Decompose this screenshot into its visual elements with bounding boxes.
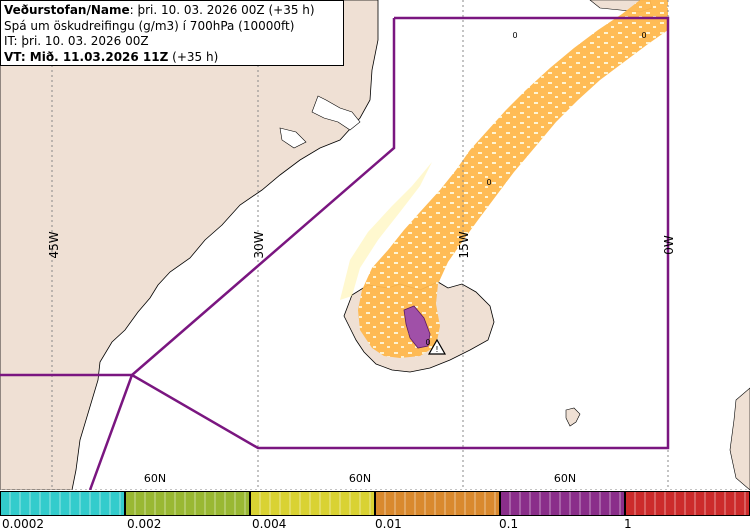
small-island	[565, 407, 581, 427]
legend-tick-label: 0.004	[252, 517, 287, 531]
fir-boundary	[0, 16, 670, 450]
ash-forecast-map: ! 45W 30W 15W 0W 60N 60N 60N 0 0 0 0	[0, 0, 750, 490]
forecast-description: Spá um öskudreifingu (g/m3) í 700hPa (10…	[4, 18, 295, 33]
legend-swatch	[125, 491, 250, 516]
lon-label-30w: 30W	[252, 231, 266, 258]
contour-label: 0	[512, 31, 517, 40]
info-line-valid: VT: Mið. 11.03.2026 11Z (+35 h)	[4, 50, 340, 66]
legend-swatch	[500, 491, 625, 516]
valid-time: VT: Mið. 11.03.2026 11Z	[4, 49, 169, 64]
legend-tick-label: 0.1	[499, 517, 519, 531]
lat-label-60n: 60N	[144, 472, 166, 485]
legend-swatch	[625, 491, 750, 516]
agency-name: Veðurstofan/Name	[4, 3, 130, 17]
lon-label-0w: 0W	[662, 235, 676, 255]
legend-tick-label: 0.002	[127, 517, 162, 531]
issue-time: : þri. 10. 03. 2026 00Z (+35 h)	[129, 3, 315, 17]
lon-label-45w: 45W	[47, 231, 61, 258]
legend-tick-label: 0.0002	[2, 517, 44, 531]
greenland-fjord	[279, 127, 307, 149]
initial-time: IT: þri. 10. 03. 2026 00Z	[4, 34, 149, 48]
greenland-landmass	[0, 0, 379, 490]
ash-plume	[358, 0, 668, 358]
legend-tick-label: 0.01	[375, 517, 402, 531]
info-line-name: Veðurstofan/Name: þri. 10. 03. 2026 00Z …	[4, 3, 340, 19]
legend-tick-label: 1	[624, 517, 632, 531]
ash-high-concentration	[403, 305, 431, 349]
contour-label: 0	[641, 31, 646, 40]
triangle-warning-icon: !	[427, 338, 447, 355]
valid-offset: (+35 h)	[168, 49, 219, 64]
greenland-fjord	[311, 95, 361, 131]
contour-label: 0	[486, 178, 491, 187]
contour-label: 0	[425, 338, 430, 347]
legend-swatch	[250, 491, 375, 516]
legend-swatch	[0, 491, 125, 516]
legend-color-bar	[0, 491, 750, 516]
concentration-legend: 0.0002 0.002 0.004 0.01 0.1 1	[0, 490, 750, 532]
lat-label-60n: 60N	[349, 472, 371, 485]
ash-plume-fringe	[340, 162, 432, 300]
fir-boundary	[88, 18, 396, 490]
legend-swatch	[375, 491, 500, 516]
forecast-info-box: Veðurstofan/Name: þri. 10. 03. 2026 00Z …	[0, 0, 344, 66]
lon-label-15w: 15W	[457, 231, 471, 258]
lat-label-60n: 60N	[554, 472, 576, 485]
svg-text:!: !	[435, 345, 438, 354]
small-island	[729, 387, 750, 490]
